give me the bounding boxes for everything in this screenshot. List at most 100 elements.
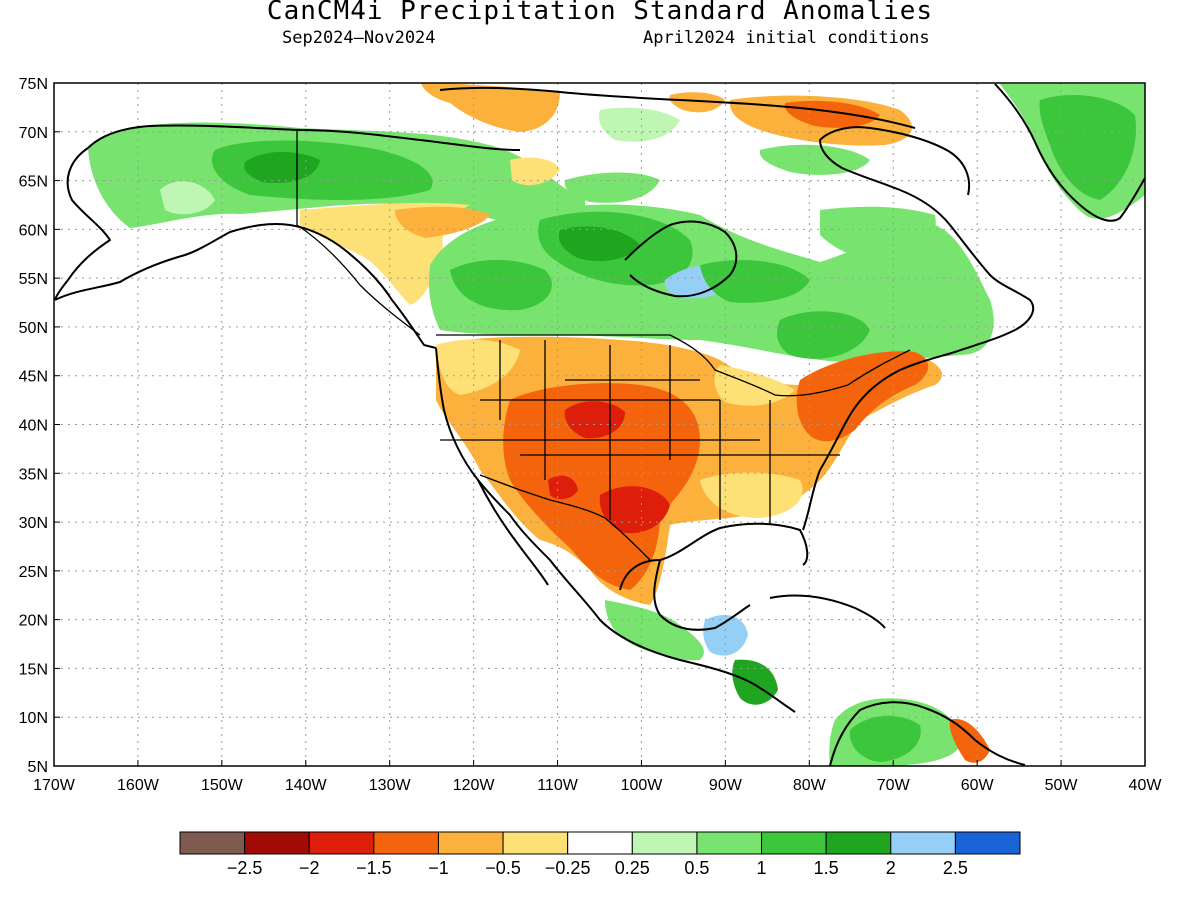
coastline-hudson-bay	[624, 220, 738, 298]
colorbar-label: −2.5	[227, 858, 263, 878]
longitude-tick-label: 120W	[453, 777, 496, 794]
anomaly-region	[160, 181, 215, 215]
map-title: CanCM4i Precipitation Standard Anomalies	[266, 0, 934, 26]
border-us-mexico	[479, 474, 651, 561]
latitude-tick-label: 10N	[19, 710, 48, 727]
longitude-tick-label: 170W	[33, 777, 76, 794]
colorbar-swatch	[437, 831, 504, 855]
colorbar-label: 0.5	[684, 858, 709, 878]
colorbar-label: 2	[886, 858, 896, 878]
colorbar-swatch	[567, 831, 633, 855]
colorbar-label: −2	[299, 858, 320, 878]
colorbar-swatch	[696, 831, 763, 855]
border-us-canada	[436, 334, 911, 397]
initial-conditions: April2024 initial conditions	[643, 28, 930, 48]
colorbar-label: −1.5	[356, 858, 392, 878]
anomaly-region	[605, 600, 704, 661]
latitude-tick-label: 30N	[19, 515, 48, 532]
state-lines	[440, 340, 840, 525]
coastline-arctic-islands	[439, 86, 916, 129]
colorbar-swatch	[761, 831, 827, 855]
coastline-gulf	[619, 522, 809, 591]
colorbar-label: 0.25	[615, 858, 650, 878]
longitude-tick-label: 150W	[201, 777, 244, 794]
colorbar-swatch	[308, 831, 375, 855]
latitude-tick-label: 70N	[19, 125, 48, 142]
longitude-labels: 170W 160W 150W 140W 130W 120W 110W 100W 90W 80W 70…	[33, 760, 1162, 794]
anomaly-region	[820, 206, 936, 261]
longitude-tick-label: 100W	[621, 777, 664, 794]
longitude-tick-label: 110W	[537, 777, 579, 794]
coastline-alaska-north	[87, 124, 521, 151]
latitude-tick-label: 45N	[19, 369, 48, 386]
coastline-labrador	[819, 126, 970, 226]
anomaly-region	[598, 107, 680, 142]
coastline-west	[435, 347, 796, 713]
latitude-tick-label: 20N	[19, 613, 48, 630]
coastline-alaska	[54, 222, 437, 349]
colorbar-swatch	[502, 831, 569, 855]
longitude-tick-label: 60W	[961, 777, 995, 794]
political-borders	[296, 130, 911, 561]
latitude-tick-label: 75N	[19, 76, 48, 93]
coastline-south-america	[829, 701, 1026, 766]
anomaly-region	[558, 226, 640, 262]
longitude-tick-label: 40W	[1129, 777, 1163, 794]
border-alaska-canada	[296, 130, 421, 336]
colorbar-swatch	[825, 831, 892, 855]
colorbar-label: −1	[428, 858, 449, 878]
anomaly-region	[796, 351, 929, 442]
colorbar-swatch	[179, 831, 246, 855]
anomaly-region	[436, 339, 520, 395]
graticule	[54, 83, 1145, 766]
anomaly-region	[703, 615, 748, 656]
anomaly-region	[669, 92, 725, 113]
latitude-tick-label: 55N	[19, 271, 48, 288]
coastline-east	[802, 224, 1035, 531]
longitude-tick-label: 90W	[709, 777, 743, 794]
colorbar-swatch	[954, 831, 1021, 855]
latitude-tick-label: 15N	[19, 661, 48, 678]
anomaly-region	[244, 152, 320, 184]
anomaly-region	[700, 260, 810, 303]
longitude-tick-label: 160W	[117, 777, 160, 794]
latitude-tick-label: 25N	[19, 564, 48, 581]
colorbar-label: −0.25	[545, 858, 591, 878]
colorbar-swatch	[890, 831, 956, 855]
colorbar-label: −0.5	[485, 858, 521, 878]
anomaly-region	[777, 311, 870, 359]
longitude-tick-label: 70W	[877, 777, 911, 794]
colorbar-swatch	[631, 831, 698, 855]
forecast-period: Sep2024–Nov2024	[282, 28, 436, 48]
latitude-tick-label: 5N	[28, 759, 48, 776]
coastlines	[54, 83, 1145, 766]
colorbar-label: 1.5	[814, 858, 839, 878]
latitude-labels: 75N 70N 65N 60N 55N 50N 45N 40N 35N 30N 25N 20N 15N 1…	[19, 76, 60, 776]
anomaly-region	[503, 383, 700, 590]
latitude-tick-label: 35N	[19, 466, 48, 483]
coastline-mexico-gulf	[653, 559, 751, 631]
anomaly-region	[450, 259, 552, 311]
anomaly-region	[548, 475, 578, 500]
anomaly-shading	[88, 83, 1145, 766]
coastline-baja	[477, 479, 549, 586]
colorbar-label: 1	[757, 858, 767, 878]
colorbar-swatch	[244, 831, 310, 855]
longitude-tick-label: 80W	[793, 777, 827, 794]
latitude-tick-label: 60N	[19, 222, 48, 239]
anomaly-region	[1039, 95, 1136, 200]
coastline-alaska-west	[54, 147, 111, 301]
coastline-cuba	[769, 594, 886, 629]
anomaly-region	[949, 719, 990, 763]
longitude-tick-label: 140W	[285, 777, 328, 794]
colorbar-label: 2.5	[943, 858, 968, 878]
anomaly-region	[395, 206, 490, 238]
anomaly-region	[420, 83, 560, 132]
anomaly-region	[784, 100, 880, 128]
longitude-tick-label: 130W	[369, 777, 412, 794]
latitude-tick-label: 65N	[19, 174, 48, 191]
latitude-tick-label: 40N	[19, 418, 48, 435]
colorbar-swatch	[373, 831, 439, 855]
latitude-tick-label: 50N	[19, 320, 48, 337]
